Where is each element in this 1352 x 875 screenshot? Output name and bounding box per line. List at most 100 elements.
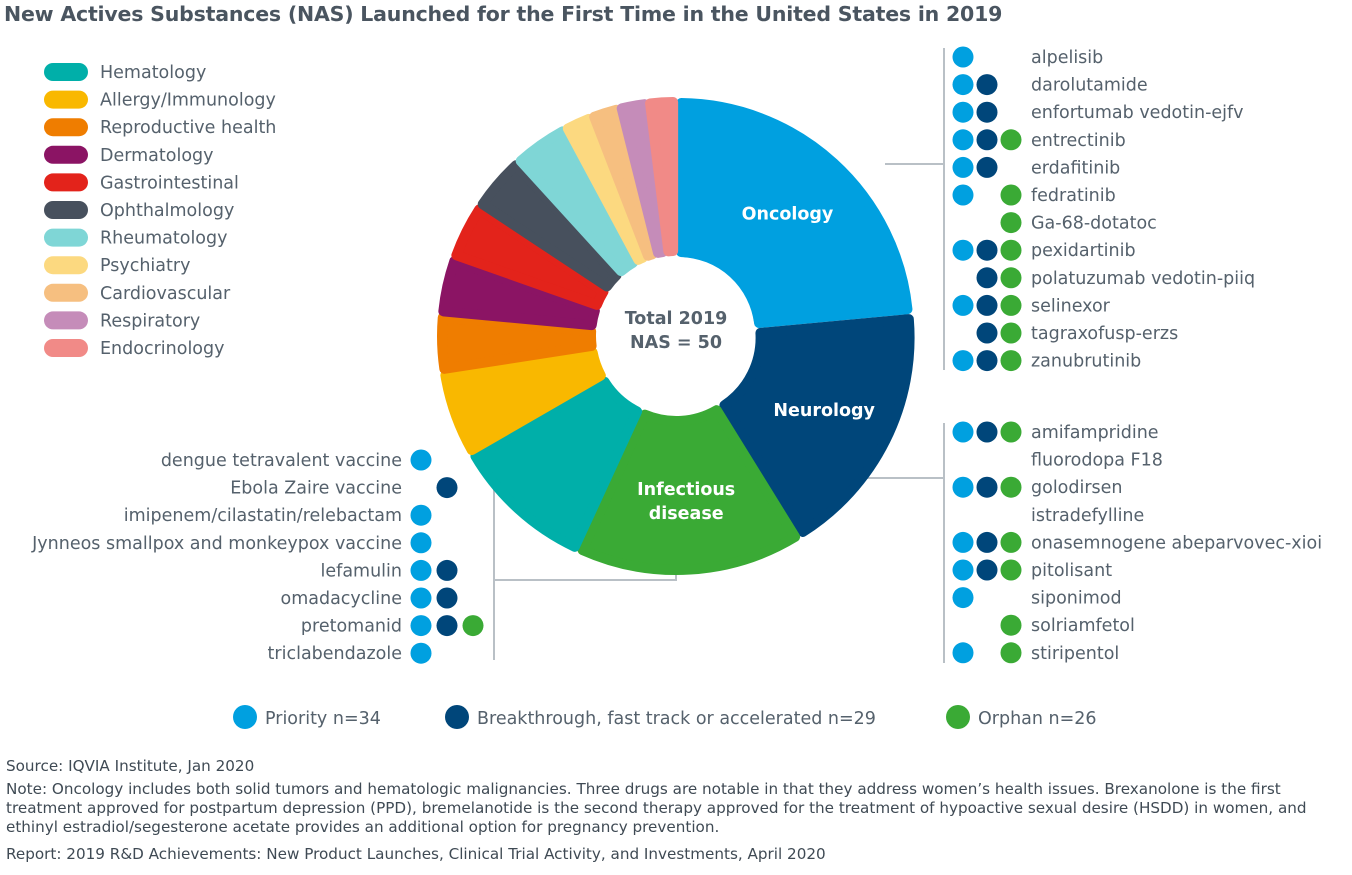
legend-swatch xyxy=(44,228,88,247)
designation-dot xyxy=(1000,476,1022,498)
slice-infectious-disease xyxy=(577,405,801,575)
drug-name: fedratinib xyxy=(1031,186,1116,206)
designation-legend-dot xyxy=(445,705,469,729)
center-hole xyxy=(597,257,755,415)
designation-dot xyxy=(1000,559,1022,581)
legend-swatch xyxy=(44,283,88,302)
slice-hematology xyxy=(470,376,643,552)
slice-label: Neurology xyxy=(773,401,875,421)
drug-name: enfortumab vedotin-ejfv xyxy=(1031,103,1244,123)
drug-name: pitolisant xyxy=(1031,561,1112,581)
legend-swatch xyxy=(44,145,88,164)
drug-name: selinexor xyxy=(1031,296,1111,316)
designation-legend-label: Breakthrough, fast track or accelerated … xyxy=(477,709,876,729)
designation-dot xyxy=(1000,421,1022,443)
slice-allergy-immunology xyxy=(440,347,606,456)
designation-dot xyxy=(976,294,998,316)
drug-name: onasemnogene abeparvovec-xioi xyxy=(1031,533,1322,553)
footnote: Note: Oncology includes both solid tumor… xyxy=(6,780,1307,836)
designation-dot xyxy=(410,532,432,554)
designation-dot xyxy=(976,156,998,178)
center-total-value: NAS = 50 xyxy=(630,333,722,353)
designation-legend-label: Orphan n=26 xyxy=(978,709,1097,729)
drug-name: golodirsen xyxy=(1031,478,1123,498)
drug-name: tagraxofusp-erzs xyxy=(1031,324,1178,344)
legend-swatch xyxy=(44,256,88,275)
source-note: Source: IQVIA Institute, Jan 2020 xyxy=(6,757,255,775)
drug-name: stiripentol xyxy=(1031,644,1119,664)
designation-dot xyxy=(952,129,974,151)
designation-dot xyxy=(976,129,998,151)
drug-name: solriamfetol xyxy=(1031,616,1135,636)
designation-dot xyxy=(1000,294,1022,316)
legend-label: Dermatology xyxy=(100,146,214,166)
designation-dot xyxy=(952,421,974,443)
designation-dot xyxy=(410,587,432,609)
legend-swatch xyxy=(44,173,88,192)
slice-rheumatology xyxy=(515,126,639,277)
legend-swatch xyxy=(44,63,88,81)
designation-dot xyxy=(952,239,974,261)
slice-endocrinology xyxy=(645,97,679,257)
legend-swatch xyxy=(44,311,88,330)
designation-dot xyxy=(1000,239,1022,261)
designation-dot xyxy=(952,559,974,581)
designation-dot xyxy=(976,267,998,289)
designation-dot xyxy=(1000,212,1022,234)
designation-dot xyxy=(1000,531,1022,553)
slice-label: Infectious xyxy=(637,480,735,500)
designation-dot xyxy=(976,239,998,261)
legend-label: Reproductive health xyxy=(100,118,276,138)
designation-dot xyxy=(952,476,974,498)
designation-dot xyxy=(976,350,998,372)
designation-dot xyxy=(1000,267,1022,289)
designation-dot xyxy=(976,74,998,96)
designation-dot xyxy=(952,642,974,664)
legend-swatch xyxy=(44,90,88,109)
drug-name: imipenem/cilastatin/relebactam xyxy=(124,506,402,526)
designation-legend-dot xyxy=(946,705,970,729)
legend-label: Cardiovascular xyxy=(100,284,231,304)
drug-name: darolutamide xyxy=(1031,76,1148,96)
drug-name: pretomanid xyxy=(301,617,402,637)
designation-dot xyxy=(1000,184,1022,206)
slice-reproductive-health xyxy=(437,312,597,374)
slice-dermatology xyxy=(438,256,600,331)
drug-name: zanubrutinib xyxy=(1031,352,1141,372)
designation-legend: Priority n=34 Breakthrough, fast track or… xyxy=(233,705,1097,729)
slice-label: disease xyxy=(649,504,724,524)
designation-legend-label: Priority n=34 xyxy=(265,709,381,729)
drug-name: omadacycline xyxy=(281,589,403,609)
designation-dot xyxy=(1000,129,1022,151)
slice-psychiatry xyxy=(562,113,648,265)
drug-name: triclabendazole xyxy=(268,644,402,664)
designation-dot xyxy=(976,101,998,123)
slice-cardiovascular xyxy=(589,104,658,261)
drug-name: lefamulin xyxy=(321,561,402,581)
slice-respiratory xyxy=(616,99,668,258)
drug-name: pexidartinib xyxy=(1031,241,1136,261)
designation-dot xyxy=(976,531,998,553)
neurology-bracket xyxy=(855,423,945,663)
drug-name: dengue tetravalent vaccine xyxy=(161,451,402,471)
designation-dot xyxy=(1000,350,1022,372)
designation-dot xyxy=(436,477,458,499)
designation-dot xyxy=(952,74,974,96)
designation-dot xyxy=(436,587,458,609)
pie-slices: Oncology Neurology Infectious disease xyxy=(437,97,915,575)
designation-dot xyxy=(410,559,432,581)
designation-dot xyxy=(976,322,998,344)
oncology-bracket xyxy=(885,48,945,370)
designation-dot xyxy=(1000,322,1022,344)
designation-dot xyxy=(952,531,974,553)
designation-dot xyxy=(1000,642,1022,664)
designation-dot xyxy=(1000,614,1022,636)
legend-swatch xyxy=(44,118,88,137)
legend-swatch xyxy=(44,339,88,357)
legend-label: Hematology xyxy=(100,63,206,83)
pie-chart: Oncology Neurology Infectious disease Total… xyxy=(31,46,1322,729)
legend-swatch xyxy=(44,201,88,219)
designation-dot xyxy=(436,559,458,581)
legend-label: Ophthalmology xyxy=(100,201,234,221)
legend-label: Rheumatology xyxy=(100,229,227,249)
